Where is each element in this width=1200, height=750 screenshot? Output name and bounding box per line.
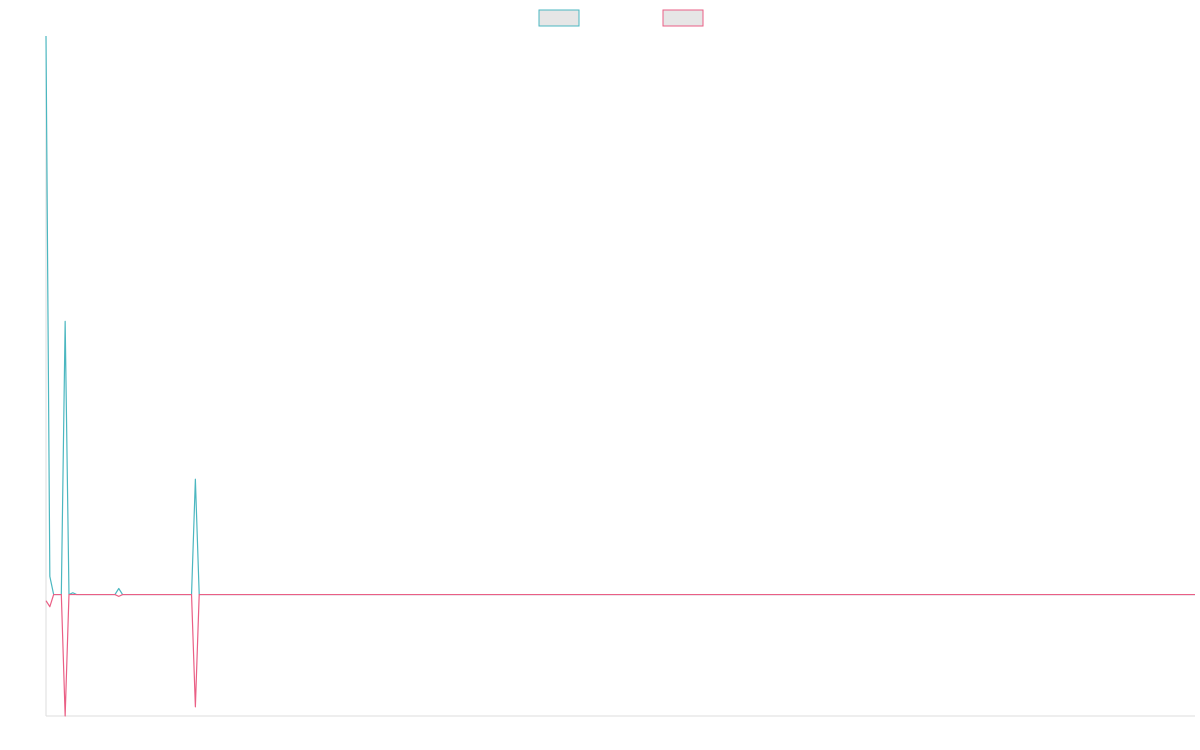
series-line-1 (45, 35, 1195, 596)
legend-swatch-2[interactable] (662, 9, 704, 27)
legend (538, 9, 704, 27)
series-group (45, 35, 1195, 717)
series-line-2 (45, 593, 1195, 717)
legend-swatch-1[interactable] (538, 9, 580, 27)
axes (45, 36, 1195, 717)
